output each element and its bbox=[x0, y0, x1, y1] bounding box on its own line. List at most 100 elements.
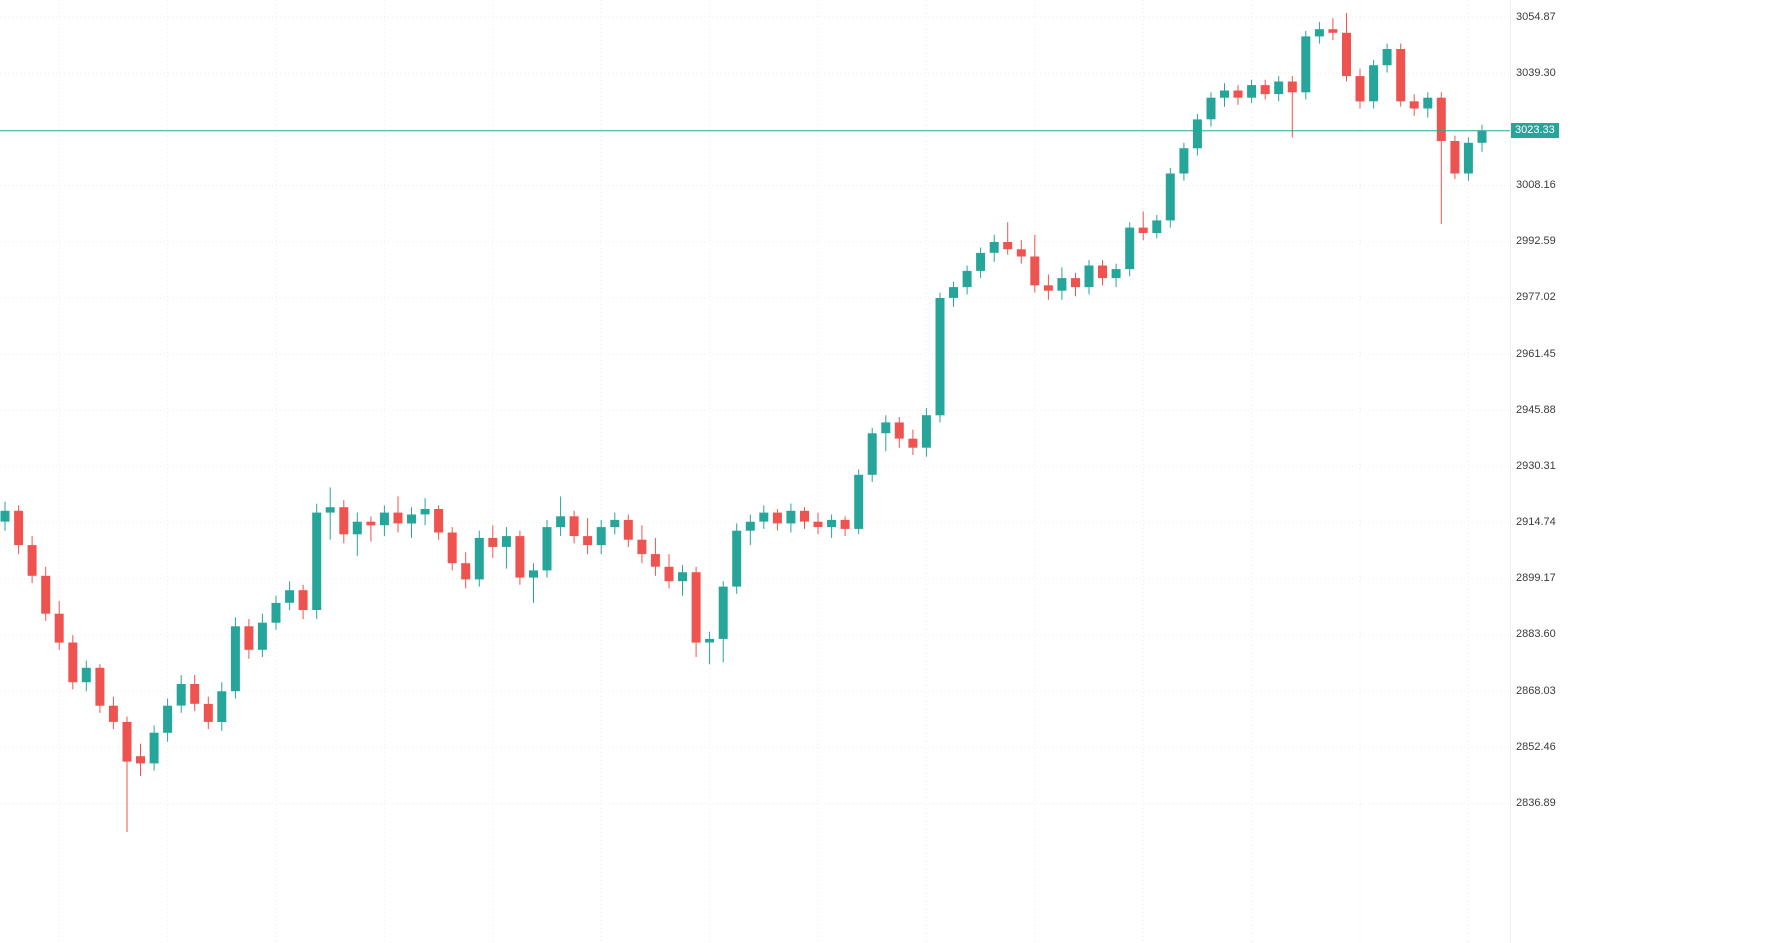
candle bbox=[1247, 79, 1257, 104]
price-axis-label: 3039.30 bbox=[1516, 66, 1556, 79]
candle bbox=[1477, 124, 1487, 152]
candle-body bbox=[623, 519, 633, 540]
price-axis-label: 3054.87 bbox=[1516, 10, 1556, 23]
candle-body bbox=[407, 514, 416, 524]
candle bbox=[759, 505, 769, 529]
candle bbox=[217, 682, 227, 731]
candle bbox=[1436, 92, 1446, 224]
candle-body bbox=[149, 732, 159, 764]
candle bbox=[1206, 92, 1216, 127]
candle-body bbox=[1274, 81, 1284, 95]
candle-body bbox=[1260, 85, 1270, 95]
candle-body bbox=[1057, 278, 1067, 291]
candle-body bbox=[515, 536, 525, 578]
candle-body bbox=[1192, 119, 1202, 149]
candle bbox=[1233, 85, 1243, 105]
candle-body bbox=[1450, 141, 1460, 174]
candle bbox=[1274, 76, 1284, 102]
candle bbox=[1342, 12, 1351, 82]
candle-body bbox=[894, 422, 904, 439]
candle bbox=[461, 552, 471, 589]
candle bbox=[379, 505, 389, 537]
candle-body bbox=[1016, 249, 1026, 257]
candle bbox=[163, 698, 173, 742]
candle-body bbox=[1111, 269, 1121, 279]
candle bbox=[447, 527, 457, 571]
candle-body bbox=[1138, 227, 1148, 233]
candle-body bbox=[1287, 81, 1297, 93]
candle-body bbox=[1043, 285, 1053, 291]
candle bbox=[0, 501, 10, 531]
candle bbox=[732, 523, 742, 594]
candle-body bbox=[163, 705, 173, 733]
candle bbox=[610, 512, 620, 535]
candle-body bbox=[285, 590, 295, 603]
candle-body bbox=[854, 474, 864, 529]
candle-body bbox=[68, 642, 78, 683]
candle-body bbox=[1423, 97, 1433, 109]
candle bbox=[488, 525, 498, 558]
candle bbox=[1016, 240, 1026, 264]
candle bbox=[176, 675, 186, 713]
price-axis-label: 2977.02 bbox=[1516, 291, 1556, 304]
price-axis-label: 2899.17 bbox=[1516, 572, 1556, 585]
candle bbox=[1287, 76, 1297, 138]
candle-body bbox=[1314, 29, 1324, 37]
candle bbox=[1043, 274, 1053, 300]
candle bbox=[786, 503, 796, 533]
candle bbox=[556, 496, 566, 537]
candle bbox=[908, 429, 918, 455]
candle-body bbox=[678, 572, 687, 582]
candle-body bbox=[745, 521, 755, 531]
candle bbox=[325, 487, 335, 540]
candle-body bbox=[800, 510, 809, 522]
candle-body bbox=[976, 252, 986, 271]
candle bbox=[1071, 272, 1080, 297]
candle bbox=[1057, 267, 1067, 300]
candle-body bbox=[583, 536, 593, 546]
candle-body bbox=[881, 422, 891, 434]
candle-body bbox=[352, 521, 362, 535]
candle bbox=[921, 408, 931, 457]
candle-body bbox=[41, 575, 51, 614]
candle bbox=[434, 505, 444, 540]
candle-body bbox=[271, 602, 281, 623]
candle bbox=[68, 635, 78, 690]
candle bbox=[745, 514, 755, 546]
candle-body bbox=[1396, 49, 1406, 102]
candle-body bbox=[1463, 142, 1473, 174]
candle-body bbox=[379, 512, 389, 526]
candle bbox=[285, 581, 295, 611]
candle-body bbox=[935, 298, 945, 416]
candle bbox=[257, 613, 267, 657]
candle-body bbox=[1301, 36, 1311, 93]
candle bbox=[1138, 211, 1148, 241]
candle bbox=[515, 530, 525, 585]
candle-body bbox=[1477, 130, 1487, 143]
candle bbox=[27, 536, 37, 583]
candle-body bbox=[81, 667, 91, 683]
price-axis-label: 2914.74 bbox=[1516, 516, 1556, 529]
candle bbox=[1301, 31, 1311, 100]
candle-body bbox=[664, 566, 674, 582]
candle bbox=[1098, 260, 1107, 286]
candle-body bbox=[136, 756, 145, 764]
candle bbox=[650, 537, 660, 576]
candle-body bbox=[257, 622, 267, 650]
candle-body bbox=[447, 532, 457, 564]
candle bbox=[190, 675, 200, 712]
candle bbox=[271, 595, 281, 630]
candle-body bbox=[1382, 49, 1392, 66]
candle-body bbox=[529, 570, 538, 578]
price-axis[interactable]: 3054.87 3039.30 3008.16 2992.59 2977.02 2961.… bbox=[1510, 0, 1781, 943]
candle bbox=[583, 518, 593, 555]
candle bbox=[14, 505, 24, 555]
candle-body bbox=[989, 242, 999, 253]
candle bbox=[867, 427, 877, 482]
candle bbox=[840, 516, 850, 537]
candle bbox=[1450, 135, 1460, 179]
candle bbox=[800, 507, 809, 529]
candle-body bbox=[650, 554, 660, 567]
candle bbox=[894, 417, 904, 448]
